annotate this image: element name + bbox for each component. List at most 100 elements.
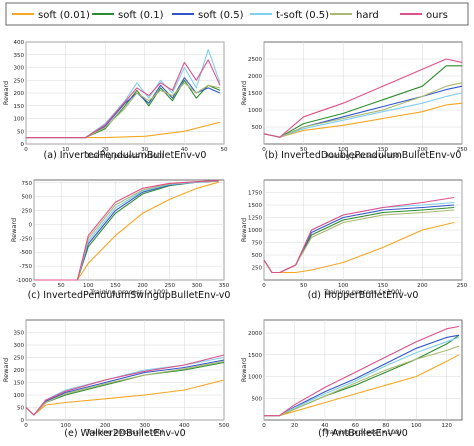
x-tick-label: 300 bbox=[140, 423, 151, 429]
y-tick-label: 150 bbox=[14, 104, 25, 110]
x-tick-label: 100 bbox=[338, 283, 349, 289]
y-tick-label: -1000 bbox=[16, 278, 32, 284]
x-tick-label: 200 bbox=[417, 147, 428, 153]
y-axis-label: Reward bbox=[240, 358, 248, 382]
x-tick-label: 400 bbox=[179, 423, 190, 429]
x-tick-label: 80 bbox=[382, 423, 389, 429]
series-line bbox=[264, 345, 460, 417]
x-tick-label: 60 bbox=[352, 423, 359, 429]
x-axis-label: Training process (×100) bbox=[323, 152, 402, 160]
y-tick-label: 50 bbox=[17, 129, 24, 135]
y-axis-label: Reward bbox=[240, 81, 248, 105]
x-tick-label: 0 bbox=[24, 423, 28, 429]
x-tick-label: 200 bbox=[417, 283, 428, 289]
chart-panel: 0 50 100 150 200 250 300 350 400 0 10 20 30 40 50 Train… bbox=[2, 40, 228, 161]
x-axis-label: Training process (×100) bbox=[323, 428, 402, 436]
chart-panel: 500 1000 1500 2000 0 20 40 60 80 100 120 Training p… bbox=[240, 319, 463, 439]
y-axis-label: Reward bbox=[10, 218, 18, 242]
y-tick-label: 500 bbox=[22, 195, 33, 201]
y-tick-label: 1500 bbox=[248, 203, 262, 209]
y-tick-label: 500 bbox=[252, 396, 263, 402]
x-tick-label: 100 bbox=[338, 147, 349, 153]
y-tick-label: 350 bbox=[14, 53, 25, 59]
chart-panel: 250 500 750 1000 1250 1500 1750 0 50 100 150 200 250… bbox=[240, 179, 468, 301]
x-axis-label: Training process (×100) bbox=[85, 428, 164, 436]
y-tick-label: 1000 bbox=[248, 375, 262, 381]
x-tick-label: 20 bbox=[291, 423, 298, 429]
y-axis-label: Reward bbox=[240, 218, 248, 242]
series-line bbox=[34, 181, 219, 281]
chart-panel: 0 50 100 150 200 250 300 350 0 100 200 300 400 500 Tra… bbox=[2, 319, 230, 439]
y-tick-label: 0 bbox=[29, 222, 33, 228]
x-tick-label: 100 bbox=[60, 423, 71, 429]
y-tick-label: 1500 bbox=[248, 353, 262, 359]
y-tick-label: 0 bbox=[21, 418, 25, 424]
x-tick-label: 300 bbox=[192, 283, 203, 289]
y-tick-label: 250 bbox=[22, 209, 33, 215]
x-tick-label: 40 bbox=[181, 147, 188, 153]
x-tick-label: 50 bbox=[58, 283, 65, 289]
y-tick-label: 100 bbox=[14, 117, 25, 123]
series-line bbox=[25, 354, 225, 416]
y-tick-label: 300 bbox=[14, 66, 25, 72]
series-line bbox=[34, 180, 219, 281]
x-tick-label: 150 bbox=[378, 147, 389, 153]
panel-caption: (f) AntBulletEnv-v0 bbox=[318, 428, 408, 439]
y-tick-label: 50 bbox=[17, 406, 24, 412]
x-tick-label: 200 bbox=[100, 423, 111, 429]
x-tick-label: 150 bbox=[110, 283, 121, 289]
y-axis-label: Reward bbox=[2, 81, 10, 105]
y-axis-label: Reward bbox=[2, 358, 10, 382]
y-tick-label: 1500 bbox=[248, 91, 262, 97]
legend: soft (0.01) soft (0.1) soft (0.5) t-soft (0… bbox=[5, 2, 469, 26]
series-line bbox=[264, 325, 460, 417]
y-tick-label: 750 bbox=[252, 241, 263, 247]
y-tick-label: 100 bbox=[14, 393, 25, 399]
y-tick-label: 300 bbox=[14, 343, 25, 349]
y-tick-label: 150 bbox=[14, 381, 25, 387]
y-tick-label: 350 bbox=[14, 331, 25, 337]
x-tick-label: 50 bbox=[221, 147, 228, 153]
y-tick-label: -250 bbox=[20, 236, 33, 242]
legend-label: soft (0.01) bbox=[38, 10, 90, 21]
x-tick-label: 250 bbox=[457, 283, 468, 289]
chart-panel: 500 1000 1500 2000 2500 0 50 100 150 200 250 Traini… bbox=[240, 41, 468, 161]
series-line bbox=[26, 59, 221, 139]
legend-label: ours bbox=[426, 10, 448, 21]
y-tick-label: 250 bbox=[14, 78, 25, 84]
panel-caption: (d) HopperBulletEnv-v0 bbox=[308, 290, 419, 301]
x-tick-label: 0 bbox=[24, 147, 28, 153]
x-tick-label: 30 bbox=[141, 147, 148, 153]
y-tick-label: 250 bbox=[14, 356, 25, 362]
x-tick-label: 0 bbox=[262, 283, 266, 289]
x-tick-label: 250 bbox=[164, 283, 175, 289]
series-line bbox=[263, 196, 455, 274]
x-tick-label: 350 bbox=[219, 283, 230, 289]
x-tick-label: 100 bbox=[411, 423, 422, 429]
x-tick-label: 500 bbox=[219, 423, 230, 429]
y-tick-label: 1000 bbox=[248, 108, 262, 114]
panel-caption: (a) InvertedPendulumBulletEnv-v0 bbox=[44, 150, 207, 161]
x-tick-label: 0 bbox=[262, 423, 266, 429]
series-line bbox=[263, 58, 463, 138]
y-tick-label: -500 bbox=[20, 250, 33, 256]
chart-panel: -1000 -750 -500 -250 0 250 500 750 0 50 100 150 200 2… bbox=[10, 179, 231, 301]
panel-caption: (e) Walker2DBulletEnv-v0 bbox=[64, 428, 185, 439]
y-tick-label: 500 bbox=[252, 125, 263, 131]
y-tick-label: 500 bbox=[252, 253, 263, 259]
x-tick-label: 100 bbox=[83, 283, 94, 289]
y-tick-label: 750 bbox=[22, 181, 33, 187]
y-tick-label: 2000 bbox=[248, 74, 262, 80]
x-tick-label: 150 bbox=[378, 283, 389, 289]
x-tick-label: 40 bbox=[321, 423, 328, 429]
panel-caption: (c) InvertedPendulumSwingupBulletEnv-v0 bbox=[28, 290, 231, 301]
legend-frame bbox=[5, 2, 469, 26]
legend-label: soft (0.1) bbox=[118, 10, 164, 21]
x-axis-label: Training process (×100) bbox=[85, 152, 164, 160]
x-tick-label: 0 bbox=[262, 147, 266, 153]
x-tick-label: 50 bbox=[300, 147, 307, 153]
x-tick-label: 50 bbox=[300, 283, 307, 289]
x-axis-label: Training process (×100) bbox=[89, 288, 168, 296]
